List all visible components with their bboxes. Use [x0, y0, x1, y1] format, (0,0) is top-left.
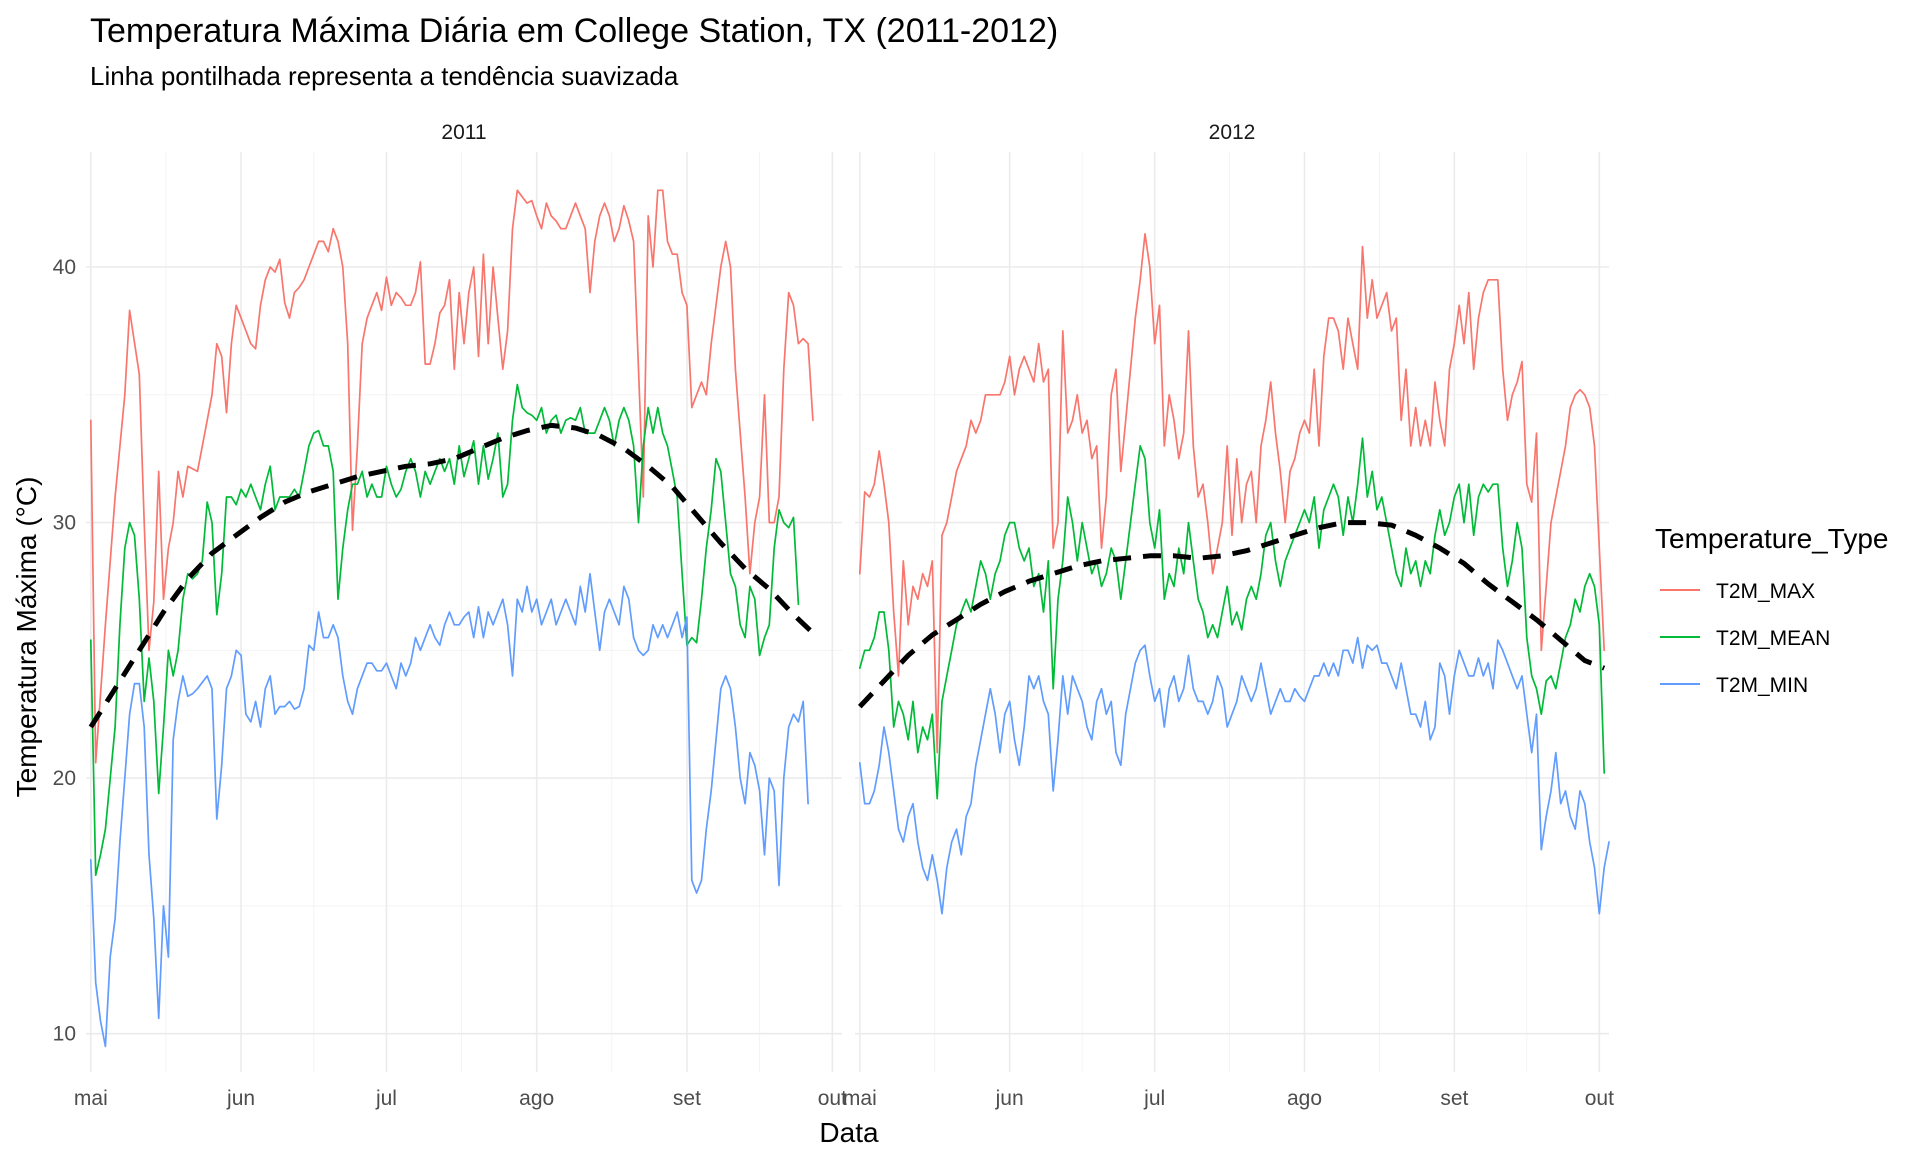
x-tick-2012-ago: ago — [1287, 1087, 1322, 1110]
chart-title: Temperatura Máxima Diária em College Sta… — [90, 12, 1058, 50]
y-tick-10: 10 — [53, 1023, 76, 1046]
x-tick-2012-jul: jul — [1143, 1087, 1165, 1110]
x-tick-2012-out: out — [1585, 1087, 1614, 1110]
panel-2011: 2011 mai jun jul ago set out — [74, 121, 847, 1110]
legend: Temperature_Type T2M_MAX T2M_MEAN T2M_MI… — [1655, 523, 1888, 697]
panel-2011-series — [88, 189, 820, 1048]
y-tick-40: 40 — [53, 256, 76, 279]
panel-2012-series — [857, 232, 1610, 915]
panel-2012: 2012 mai jun jul ago set out — [843, 121, 1614, 1110]
x-tick-2011-jun: jun — [226, 1087, 255, 1110]
x-tick-2011-out: out — [818, 1087, 847, 1110]
x-tick-2012-jun: jun — [995, 1087, 1024, 1110]
panel-strip-2011: 2011 — [441, 121, 486, 144]
x-tick-2011-ago: ago — [519, 1087, 554, 1110]
x-tick-2011-mai: mai — [74, 1087, 108, 1110]
x-tick-2012-set: set — [1440, 1087, 1468, 1110]
panel-2011-x-ticks: mai jun jul ago set out — [74, 1087, 847, 1110]
panel-2012-grid — [855, 152, 1609, 1072]
x-axis-title: Data — [819, 1117, 879, 1148]
legend-label-t2m-min: T2M_MIN — [1716, 674, 1808, 697]
series-t2m-min-2012 — [858, 636, 1610, 915]
legend-label-t2m-mean: T2M_MEAN — [1716, 627, 1830, 650]
series-t2m-max-2012 — [858, 232, 1606, 754]
series-t2m-mean-2012 — [858, 437, 1606, 800]
panel-2012-x-ticks: mai jun jul ago set out — [843, 1087, 1614, 1110]
series-t2m-min-2011 — [89, 572, 809, 1048]
legend-title: Temperature_Type — [1655, 523, 1888, 554]
x-tick-2012-mai: mai — [843, 1087, 877, 1110]
panel-strip-2012: 2012 — [1209, 121, 1256, 144]
series-trend-2011 — [88, 422, 820, 729]
y-tick-30: 30 — [53, 512, 76, 535]
x-tick-2011-jul: jul — [375, 1087, 397, 1110]
series-trend-2012 — [857, 520, 1606, 709]
y-axis-ticks: 10 20 30 40 — [53, 256, 76, 1046]
series-t2m-max-2011 — [89, 189, 814, 764]
x-tick-2011-set: set — [673, 1087, 701, 1110]
chart-subtitle: Linha pontilhada representa a tendência … — [90, 61, 679, 91]
series-t2m-mean-2011 — [89, 383, 800, 877]
legend-label-t2m-max: T2M_MAX — [1716, 580, 1815, 603]
y-axis-title: Temperatura Máxima (°C) — [11, 477, 42, 798]
y-tick-20: 20 — [53, 767, 76, 790]
